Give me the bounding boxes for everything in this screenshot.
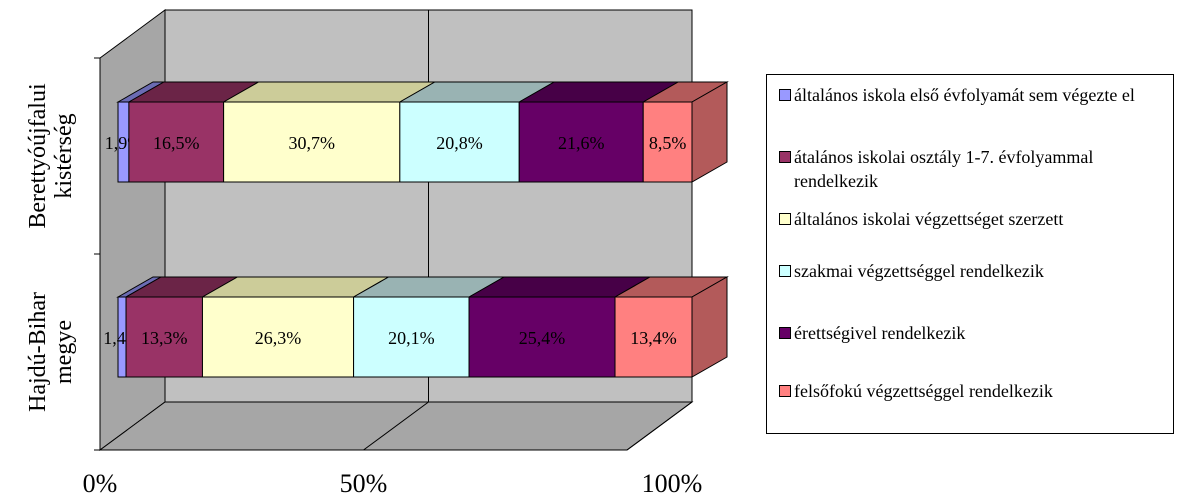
legend-label: szakmai végzettséggel rendelkezik (794, 261, 1044, 281)
legend-label: átalános iskolai osztály 1-7. évfolyamma… (794, 147, 1094, 191)
chart-plot: 1,9% 16,5% 30,7% 20,8% 21,6% 8,5%1,4% 13,3% 26,… (25, 9, 729, 498)
bar-segment (351, 276, 506, 378)
bar-segment (200, 276, 391, 378)
bar-segment (467, 276, 652, 378)
data-label: 20,1% (388, 328, 435, 348)
bar-end-face (691, 276, 728, 378)
bar-front-face (468, 296, 616, 378)
category-label-line: kistérség (51, 113, 77, 198)
x-tick-label: 100% (642, 469, 703, 498)
bar-end-face (691, 81, 728, 183)
data-label: 16,5% (153, 133, 200, 153)
legend-entry: érettségivel rendelkezik (779, 321, 1164, 345)
legend-swatch (779, 151, 791, 163)
data-label: 30,7% (288, 133, 335, 153)
bar-front-face (614, 296, 693, 378)
bar-segment (517, 81, 681, 183)
side-wall (99, 9, 166, 451)
bar-top-face (221, 81, 437, 103)
category-label-line: Berettyóújfalui (25, 83, 51, 229)
legend-entry: átalános iskolai osztály 1-7. évfolyamma… (779, 145, 1164, 193)
x-tick-label: 50% (340, 469, 388, 498)
category-label: Berettyóújfalui kistérség (25, 83, 77, 229)
data-label: 26,3% (255, 328, 302, 348)
bar-front-face (353, 296, 470, 378)
bar-front-face (223, 101, 401, 183)
bar-front-face (201, 296, 355, 378)
data-label: 21,6% (558, 133, 605, 153)
legend: általános iskola első évfolyamát sem vég… (766, 74, 1174, 434)
bar-front-face (128, 101, 225, 183)
category-label: Hajdú-Bihar megye (25, 292, 77, 412)
data-label: 13,4% (630, 328, 677, 348)
floor-gridline (626, 401, 693, 451)
bar-front-face (125, 296, 203, 378)
category-label-line: Hajdú-Bihar (25, 292, 51, 412)
data-label: 20,8% (436, 133, 483, 153)
bar-segment (127, 81, 261, 183)
legend-entry: felsőfokú végzettséggel rendelkezik (779, 379, 1164, 403)
legend-label: általános iskola első évfolyamát sem vég… (794, 85, 1135, 105)
legend-label: felsőfokú végzettséggel rendelkezik (794, 381, 1053, 401)
floor-gridline (363, 401, 429, 451)
legend-label: érettségivel rendelkezik (794, 323, 966, 343)
bar-segment (641, 81, 729, 183)
legend-swatch (779, 327, 791, 339)
legend-entry: általános iskola első évfolyamát sem vég… (779, 83, 1164, 107)
bar-front-face (642, 101, 693, 183)
data-label: 8,5% (649, 133, 687, 153)
legend-entry: szakmai végzettséggel rendelkezik (779, 259, 1164, 283)
legend-swatch (779, 385, 791, 397)
data-label: 25,4% (519, 328, 566, 348)
bar-segment (124, 276, 240, 378)
bar-segment (221, 81, 437, 183)
x-tick-label: 0% (83, 469, 118, 498)
data-label: 13,3% (141, 328, 188, 348)
legend-swatch (779, 265, 791, 277)
legend-label: általános iskolai végzettséget szerzett (794, 209, 1064, 229)
legend-swatch (779, 89, 791, 101)
bar-segment (613, 276, 729, 378)
legend-swatch (779, 213, 791, 225)
category-label-line: megye (51, 320, 77, 384)
legend-entry: általános iskolai végzettséget szerzett (779, 207, 1164, 231)
